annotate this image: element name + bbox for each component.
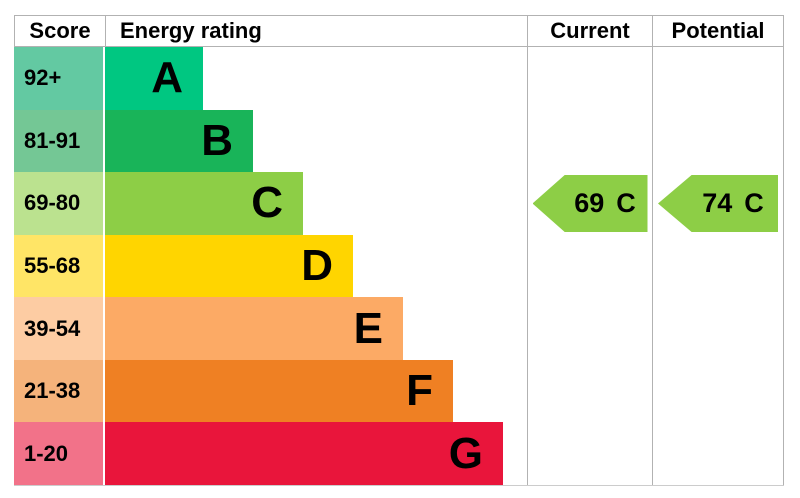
potential-cell bbox=[652, 234, 784, 298]
band-score-range: 1-20 bbox=[14, 422, 105, 486]
potential-cell bbox=[652, 359, 784, 423]
current-score-value: 69 bbox=[574, 187, 605, 218]
current-cell bbox=[527, 359, 652, 423]
current-cell bbox=[527, 234, 652, 298]
band-row-a: 92+ A bbox=[14, 47, 784, 110]
band-score-range: 69-80 bbox=[14, 172, 105, 235]
potential-rating-arrow: 74 C bbox=[658, 174, 778, 232]
band-bar: E bbox=[105, 297, 403, 360]
band-row-f: 21-38 F bbox=[14, 359, 784, 423]
current-cell bbox=[527, 47, 652, 110]
band-bar-track: A bbox=[105, 47, 527, 110]
score-column-header: Score bbox=[14, 15, 105, 47]
band-bar-track: D bbox=[105, 234, 527, 298]
band-bar-track: C bbox=[105, 172, 527, 235]
band-score-range: 55-68 bbox=[14, 234, 105, 298]
band-score-range: 39-54 bbox=[14, 297, 105, 360]
band-row-c: 69-80 C 69 C 74 C bbox=[14, 172, 784, 235]
band-bar-track: E bbox=[105, 297, 527, 360]
band-row-e: 39-54 E bbox=[14, 297, 784, 360]
band-bar: D bbox=[105, 234, 353, 298]
current-cell bbox=[527, 422, 652, 486]
band-bar: F bbox=[105, 359, 453, 423]
potential-cell bbox=[652, 47, 784, 110]
band-score-range: 21-38 bbox=[14, 359, 105, 423]
band-bar: B bbox=[105, 109, 253, 173]
band-bar-track: F bbox=[105, 359, 527, 423]
potential-cell bbox=[652, 109, 784, 173]
potential-score-value: 74 bbox=[702, 187, 733, 218]
potential-cell bbox=[652, 422, 784, 486]
potential-cell: 74 C bbox=[652, 172, 784, 235]
band-bar: G bbox=[105, 422, 503, 486]
chart-header-row: Score Energy rating Current Potential bbox=[14, 15, 784, 47]
current-cell: 69 C bbox=[527, 172, 652, 235]
current-column-header: Current bbox=[527, 15, 652, 47]
band-letter: B bbox=[201, 115, 233, 165]
potential-column-header: Potential bbox=[652, 15, 784, 47]
band-letter: C bbox=[251, 178, 283, 228]
band-score-range: 92+ bbox=[14, 47, 105, 110]
potential-rating-letter: C bbox=[744, 187, 764, 218]
band-letter: F bbox=[406, 366, 433, 416]
current-cell bbox=[527, 297, 652, 360]
band-letter: D bbox=[301, 241, 333, 291]
band-letter: G bbox=[448, 428, 483, 478]
band-row-g: 1-20 G bbox=[14, 422, 784, 486]
band-letter: E bbox=[353, 303, 383, 353]
band-letter: A bbox=[151, 53, 183, 103]
band-bar: A bbox=[105, 47, 203, 110]
current-rating-letter: C bbox=[616, 187, 636, 218]
band-bar: C bbox=[105, 172, 303, 235]
potential-cell bbox=[652, 297, 784, 360]
energy-rating-column-header: Energy rating bbox=[105, 15, 527, 47]
band-bar-track: B bbox=[105, 109, 527, 173]
band-bar-track: G bbox=[105, 422, 527, 486]
current-cell bbox=[527, 109, 652, 173]
rating-bands-area: 92+ A 81-91 B 69-80 C 69 C 74 C bbox=[14, 47, 784, 486]
current-rating-arrow: 69 C bbox=[532, 174, 648, 232]
epc-rating-chart: Score Energy rating Current Potential 92… bbox=[14, 15, 784, 486]
band-row-b: 81-91 B bbox=[14, 109, 784, 173]
band-score-range: 81-91 bbox=[14, 109, 105, 173]
band-row-d: 55-68 D bbox=[14, 234, 784, 298]
